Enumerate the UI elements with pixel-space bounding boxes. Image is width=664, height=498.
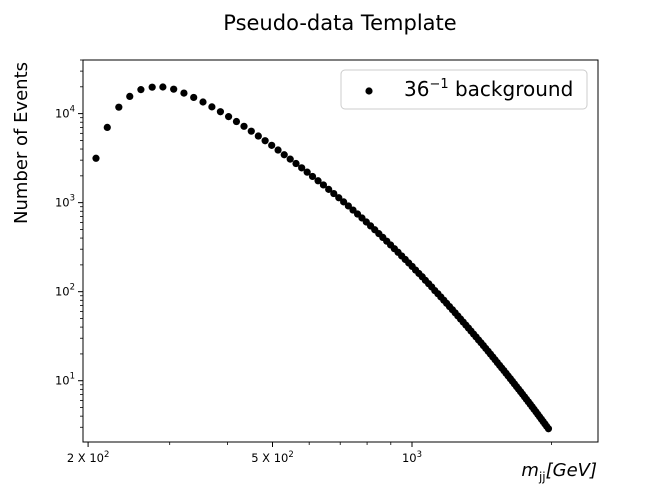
data-point <box>268 141 276 149</box>
y-axis-label-text: Number of Events <box>11 62 32 224</box>
data-point <box>298 164 306 172</box>
data-point <box>319 181 328 189</box>
data-point <box>103 123 111 131</box>
legend-label-sup: −1 <box>429 77 448 92</box>
data-point <box>224 113 233 121</box>
y-tick-label: 104 <box>55 105 75 121</box>
legend-marker <box>365 87 373 95</box>
x-axis-label-text: m <box>521 460 539 481</box>
data-point <box>261 137 269 145</box>
marker-layer <box>92 83 553 433</box>
y-ticks: 101 102 103 104 <box>55 59 83 428</box>
plot-frame <box>82 59 599 443</box>
data-point <box>335 194 343 202</box>
data-point <box>247 127 255 135</box>
x-axis-label: mjj[GeV] <box>521 460 597 484</box>
legend-label-base: 36 <box>404 77 429 101</box>
x-ticks: 2 X 102 5 X 102 103 <box>67 442 552 465</box>
data-point <box>280 151 288 159</box>
data-point <box>274 146 282 154</box>
x-tick-label: 5 X 102 <box>251 450 294 465</box>
data-point <box>308 172 317 181</box>
data-point <box>115 103 123 111</box>
legend-label-suffix: background <box>449 77 574 101</box>
x-axis-label-subscript: jj <box>538 470 546 484</box>
data-point <box>216 108 225 116</box>
y-axis-label: Number of Events <box>11 62 32 224</box>
data-point <box>544 425 553 433</box>
data-point <box>344 202 352 210</box>
x-tick-label: 2 X 102 <box>67 450 110 465</box>
data-point <box>199 98 207 106</box>
data-point <box>180 89 188 97</box>
data-point <box>254 132 262 140</box>
legend-label: 36−1 background <box>404 77 573 101</box>
legend-box <box>340 69 588 110</box>
data-point <box>286 155 294 163</box>
data-point <box>325 185 333 193</box>
data-point <box>303 168 311 176</box>
data-point <box>148 83 156 91</box>
y-tick-label: 101 <box>55 372 75 388</box>
data-point <box>208 103 216 111</box>
x-tick-label: 103 <box>402 450 422 465</box>
data-point <box>170 85 178 93</box>
data-point <box>292 159 300 168</box>
data-point <box>126 92 134 101</box>
data-point <box>340 198 348 206</box>
data-point <box>232 117 241 126</box>
y-tick-label: 103 <box>55 194 75 210</box>
x-axis-label-unit: [GeV] <box>546 460 597 481</box>
data-point <box>190 93 198 102</box>
data-point <box>137 86 145 94</box>
legend: 36−1 background <box>340 69 588 110</box>
data-point <box>314 177 322 185</box>
data-point <box>330 189 338 198</box>
data-point <box>240 122 248 130</box>
y-tick-label: 102 <box>55 283 75 299</box>
chart-title: Pseudo-data Template <box>223 11 456 35</box>
data-point <box>159 83 167 91</box>
data-point <box>92 154 100 162</box>
